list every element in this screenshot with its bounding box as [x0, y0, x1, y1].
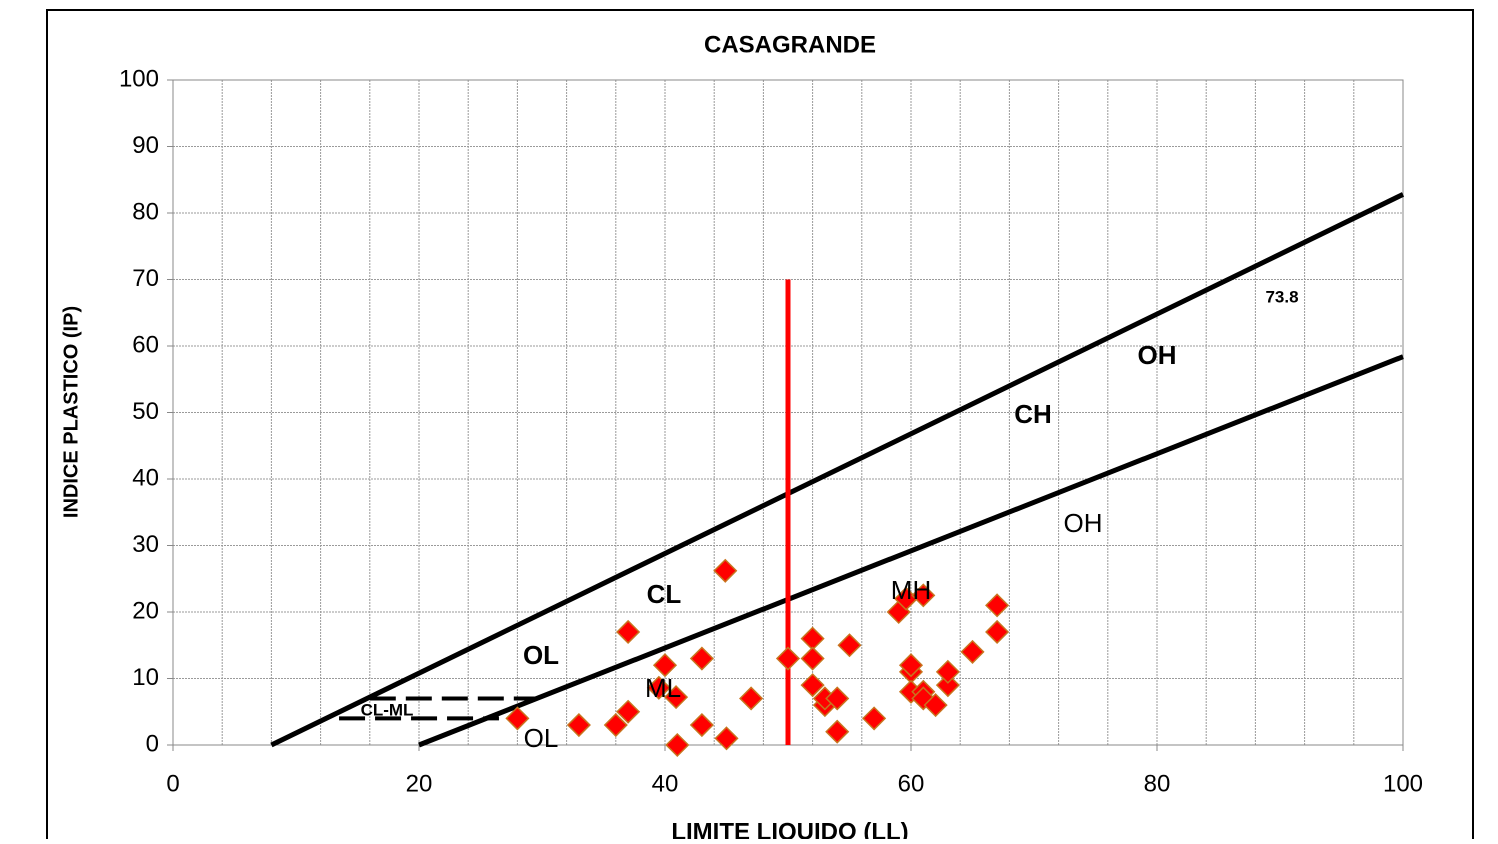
- chart-title: CASAGRANDE: [704, 31, 876, 58]
- point: [935, 673, 960, 698]
- point: [825, 719, 850, 744]
- annotation: OL: [524, 723, 559, 753]
- y-tick-label: 30: [132, 531, 159, 558]
- point: [714, 726, 739, 751]
- point: [775, 646, 801, 671]
- y-tick-label: 50: [132, 398, 159, 425]
- y-tick-label: 60: [132, 331, 159, 358]
- y-tick-label: 100: [119, 65, 159, 92]
- point: [646, 675, 671, 700]
- line: [418, 354, 1404, 748]
- y-tick-label: 90: [132, 132, 159, 159]
- annotation: CL: [647, 579, 682, 609]
- line: [270, 192, 1405, 748]
- point: [689, 712, 714, 738]
- point: [935, 659, 960, 684]
- x-tick-label: 0: [166, 770, 179, 797]
- annotation: OL: [523, 640, 559, 670]
- y-tick-label: 70: [132, 265, 159, 292]
- annotation: CL-ML: [361, 700, 414, 719]
- point: [911, 583, 936, 608]
- point: [923, 693, 948, 718]
- annotation: ML: [645, 673, 681, 703]
- point: [800, 673, 825, 698]
- point: [985, 619, 1010, 645]
- y-tick-label: 10: [132, 664, 159, 691]
- point: [800, 646, 825, 671]
- annotation: OH: [1064, 508, 1103, 538]
- annotation: MH: [891, 575, 931, 605]
- x-tick-label: 20: [406, 770, 433, 797]
- x-axis-label: LIMITE LIQUIDO (LL): [671, 818, 908, 839]
- annotation: 73.8: [1265, 287, 1298, 306]
- y-axis-label: INDICE PLASTICO (IP): [60, 306, 82, 518]
- point: [985, 593, 1010, 618]
- y-tick-label: 80: [132, 198, 159, 225]
- annotation: OH: [1138, 340, 1177, 370]
- point: [505, 706, 530, 731]
- point: [739, 686, 764, 711]
- point: [960, 639, 985, 664]
- point: [713, 558, 738, 583]
- point: [652, 653, 678, 678]
- point: [898, 653, 924, 678]
- point: [566, 712, 591, 738]
- x-tick-label: 60: [898, 770, 925, 797]
- x-tick-label: 100: [1383, 770, 1423, 797]
- point: [689, 646, 714, 671]
- point: [862, 706, 887, 731]
- x-tick-label: 40: [652, 770, 679, 797]
- point: [800, 626, 825, 651]
- y-tick-label: 0: [146, 730, 159, 757]
- y-tick-label: 40: [132, 464, 159, 491]
- point: [664, 685, 689, 710]
- y-tick-label: 20: [132, 597, 159, 624]
- point: [616, 699, 641, 724]
- point: [665, 732, 690, 758]
- chart-frame: [46, 9, 1474, 844]
- x-tick-label: 80: [1144, 770, 1171, 797]
- annotation: CH: [1014, 399, 1052, 429]
- point: [603, 712, 628, 738]
- point: [837, 633, 862, 658]
- point: [825, 686, 850, 711]
- point: [616, 619, 641, 645]
